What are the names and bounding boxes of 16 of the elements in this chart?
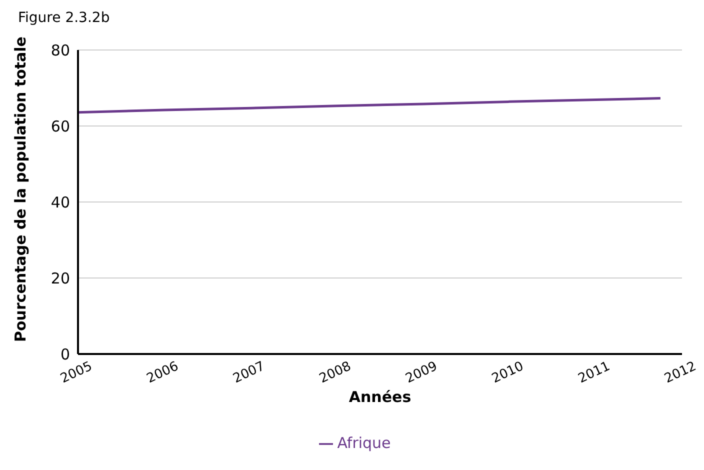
x-tick-label: 2008 bbox=[317, 359, 354, 387]
y-tick-label: 40 bbox=[50, 193, 70, 212]
x-axis-title: Années bbox=[348, 388, 412, 406]
y-tick-label: 20 bbox=[50, 269, 70, 288]
x-tick-label: 2006 bbox=[144, 359, 181, 387]
x-tick-label: 2007 bbox=[230, 359, 268, 387]
x-tick-label: 2010 bbox=[490, 359, 526, 387]
x-tick-label: 2011 bbox=[576, 359, 612, 387]
line-series bbox=[78, 97, 662, 114]
chart-title: Figure 2.3.2b bbox=[18, 10, 110, 26]
y-tick-label: 60 bbox=[50, 117, 70, 136]
legend-label: Afrique bbox=[337, 434, 391, 452]
x-tick-label: 2012 bbox=[662, 359, 699, 387]
x-tick-label: 2009 bbox=[403, 359, 440, 387]
y-tick-label: 80 bbox=[50, 41, 70, 60]
y-axis-title: Pourcentage de la population totale bbox=[11, 36, 30, 342]
